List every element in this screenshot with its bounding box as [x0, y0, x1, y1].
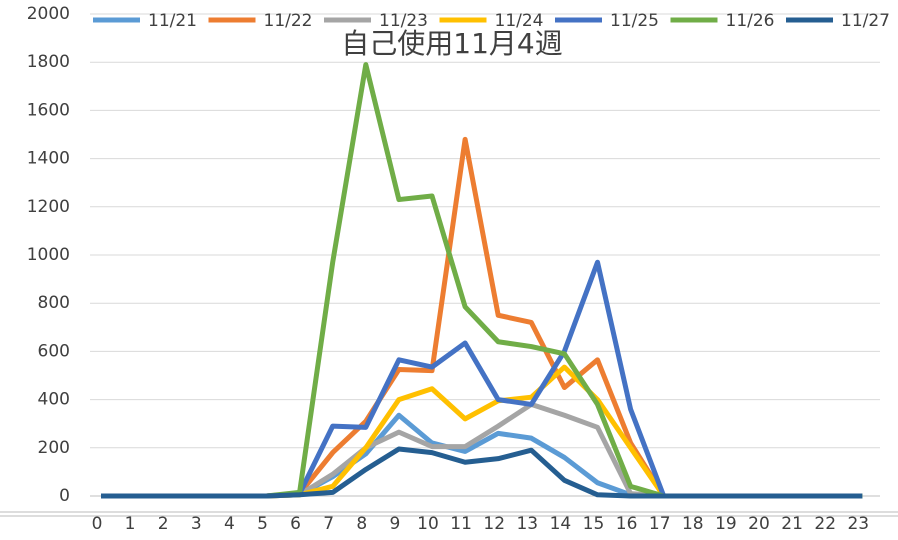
x-tick-label: 17 [649, 514, 671, 534]
y-tick-label: 1000 [27, 245, 70, 265]
x-tick-label: 3 [191, 514, 202, 534]
legend-label: 11/23 [379, 11, 428, 31]
y-tick-label: 1800 [27, 52, 70, 72]
y-tick-label: 2000 [27, 4, 70, 24]
x-tick-label: 23 [847, 514, 869, 534]
y-tick-label: 1600 [27, 100, 70, 120]
chart-title: 自己使用11月4週 [341, 27, 562, 60]
x-tick-label: 18 [682, 514, 704, 534]
y-tick-label: 1400 [27, 149, 70, 169]
y-tick-label: 200 [38, 438, 70, 458]
x-tick-label: 2 [158, 514, 169, 534]
x-tick-label: 22 [814, 514, 836, 534]
y-tick-label: 400 [38, 390, 70, 410]
x-tick-label: 8 [356, 514, 367, 534]
x-tick-label: 4 [224, 514, 235, 534]
x-tick-label: 7 [323, 514, 334, 534]
x-tick-label: 14 [550, 514, 572, 534]
x-tick-label: 6 [290, 514, 301, 534]
x-tick-label: 15 [583, 514, 605, 534]
legend-label: 11/25 [610, 11, 659, 31]
y-tick-label: 600 [38, 341, 70, 361]
x-tick-label: 1 [125, 514, 136, 534]
x-tick-label: 5 [257, 514, 268, 534]
legend-label: 11/21 [148, 11, 197, 31]
legend-label: 11/26 [726, 11, 775, 31]
x-tick-label: 11 [450, 514, 472, 534]
x-tick-label: 20 [748, 514, 770, 534]
y-tick-label: 1200 [27, 197, 70, 217]
x-tick-label: 19 [715, 514, 737, 534]
x-tick-label: 0 [92, 514, 103, 534]
x-tick-label: 10 [417, 514, 439, 534]
x-tick-label: 12 [483, 514, 505, 534]
y-tick-label: 0 [59, 486, 70, 506]
x-tick-label: 9 [389, 514, 400, 534]
y-tick-label: 800 [38, 293, 70, 313]
legend-label: 11/22 [264, 11, 313, 31]
data-line [101, 446, 863, 499]
legend-label: 11/27 [841, 11, 890, 31]
x-tick-label: 21 [781, 514, 803, 534]
x-tick-label: 13 [516, 514, 538, 534]
legend-label: 11/24 [495, 11, 544, 31]
x-tick-label: 16 [616, 514, 638, 534]
